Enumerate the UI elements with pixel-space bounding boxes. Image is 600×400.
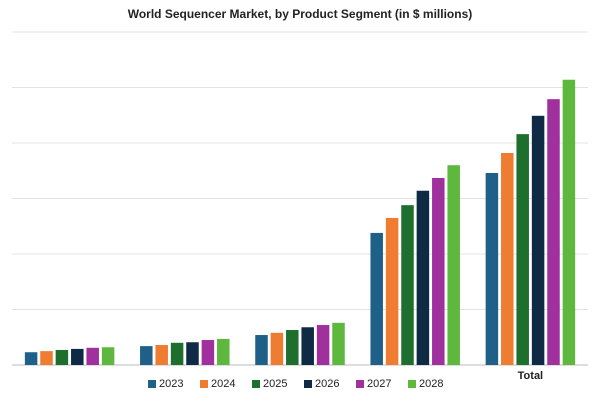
bar — [71, 348, 84, 365]
bar — [40, 351, 53, 365]
bar — [140, 346, 153, 365]
bar — [370, 232, 383, 365]
legend-swatch — [252, 380, 260, 388]
bar — [270, 332, 284, 365]
chart-title: World Sequencer Market, by Product Segme… — [128, 7, 473, 21]
legend-swatch — [148, 380, 156, 388]
bar — [101, 347, 115, 365]
legend-label: 2028 — [419, 378, 443, 390]
bar — [385, 217, 399, 365]
bar — [531, 115, 545, 366]
legend-swatch — [408, 380, 416, 388]
bar — [24, 352, 38, 365]
bar — [416, 190, 430, 365]
legend-swatch — [200, 380, 208, 388]
legend-label: 2024 — [211, 378, 235, 390]
bar — [170, 342, 184, 365]
bar — [332, 322, 345, 365]
bar — [316, 325, 330, 365]
bar — [155, 345, 168, 365]
bar — [255, 335, 268, 365]
bar — [501, 152, 514, 365]
legend-label: 2026 — [315, 378, 339, 390]
bar — [516, 134, 529, 365]
bar — [547, 99, 560, 365]
bar — [562, 79, 576, 365]
legend-label: 2025 — [263, 378, 287, 390]
bar — [201, 340, 215, 365]
legend-swatch — [356, 380, 364, 388]
bar — [86, 347, 99, 365]
legend-label: 2027 — [367, 378, 391, 390]
legend-swatch — [304, 380, 312, 388]
bar — [217, 338, 230, 365]
legend-label: 2023 — [159, 378, 183, 390]
bar — [301, 327, 314, 365]
bar — [186, 342, 199, 365]
x-tick-label: Total — [518, 370, 543, 382]
bar — [447, 165, 460, 365]
bar — [55, 350, 69, 365]
bar — [286, 330, 299, 365]
bar — [401, 205, 414, 365]
bar — [432, 177, 445, 365]
bar — [485, 172, 499, 365]
